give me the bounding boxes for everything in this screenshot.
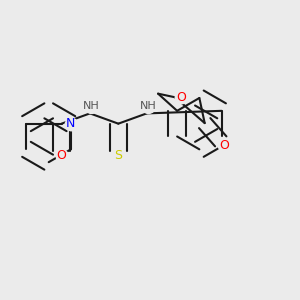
Text: N: N xyxy=(66,117,76,130)
Text: O: O xyxy=(219,139,229,152)
Text: NH: NH xyxy=(140,101,156,111)
Text: NH: NH xyxy=(83,101,100,111)
Text: O: O xyxy=(176,91,186,104)
Text: O: O xyxy=(57,149,67,162)
Text: S: S xyxy=(114,149,122,162)
